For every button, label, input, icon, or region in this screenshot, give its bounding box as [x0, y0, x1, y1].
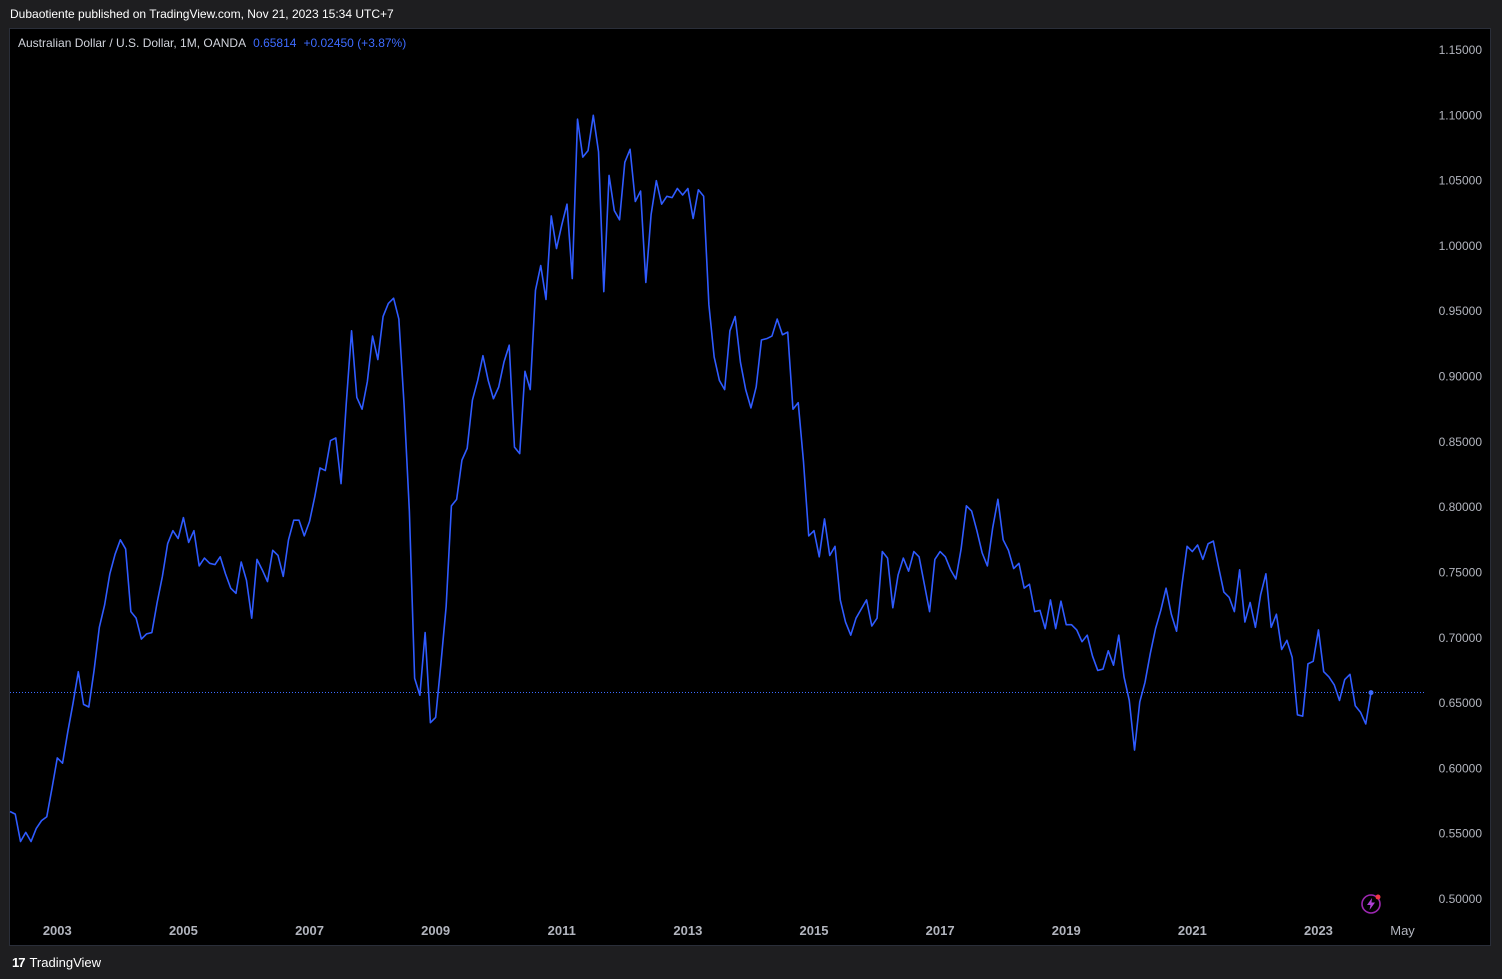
x-tick-label: 2005 — [169, 923, 198, 938]
y-tick-label: 0.90000 — [1439, 370, 1483, 384]
symbol-title[interactable]: Australian Dollar / U.S. Dollar, 1M, OAN… — [18, 36, 247, 50]
series-line — [9, 114, 1372, 843]
x-tick-label: May — [1390, 923, 1415, 938]
brand-name: TradingView — [29, 955, 102, 970]
y-tick-label: 0.70000 — [1439, 631, 1483, 645]
y-tick-label: 1.10000 — [1439, 108, 1483, 122]
price-change: +0.02450 (+3.87%) — [303, 36, 407, 50]
price-axis: 1.15000 1.10000 1.05000 1.00000 0.95000 0.900… — [1439, 43, 1483, 906]
y-tick-label: 0.75000 — [1439, 565, 1483, 579]
y-tick-label: 0.55000 — [1439, 827, 1483, 841]
series-layer — [9, 114, 1374, 843]
x-tick-label: 2009 — [421, 923, 450, 938]
y-tick-label: 0.65000 — [1439, 696, 1483, 710]
y-tick-label: 0.80000 — [1439, 500, 1483, 514]
published-info: Dubaotiente published on TradingView.com… — [10, 7, 394, 21]
x-tick-label: 2023 — [1304, 923, 1333, 938]
top-bar: Dubaotiente published on TradingView.com… — [0, 0, 1502, 28]
x-tick-label: 2017 — [926, 923, 955, 938]
last-point — [1368, 690, 1374, 696]
last-price: 0.65814 — [253, 36, 297, 50]
x-tick-label: 2021 — [1178, 923, 1207, 938]
x-tick-label: 2011 — [548, 923, 576, 938]
tradingview-brand[interactable]: 17 TradingView — [12, 955, 101, 970]
footer: 17 TradingView — [0, 946, 1502, 979]
x-tick-label: 2013 — [673, 923, 702, 938]
y-tick-label: 0.50000 — [1439, 892, 1483, 906]
snapshot-lightning-icon[interactable] — [1361, 894, 1381, 914]
time-axis: 2003 2005 2007 2009 2011 2013 2015 2017 2019 2021… — [43, 923, 1415, 938]
symbol-legend: Australian Dollar / U.S. Dollar, 1M, OAN… — [18, 36, 406, 50]
x-tick-label: 2019 — [1052, 923, 1081, 938]
y-tick-label: 1.05000 — [1439, 174, 1483, 188]
y-tick-label: 0.95000 — [1439, 304, 1483, 318]
y-tick-label: 1.00000 — [1439, 239, 1483, 253]
x-tick-label: 2015 — [800, 923, 829, 938]
y-tick-label: 0.60000 — [1439, 761, 1483, 775]
chart-frame[interactable] — [9, 28, 1491, 946]
x-tick-label: 2003 — [43, 923, 72, 938]
y-tick-label: 0.85000 — [1439, 435, 1483, 449]
y-tick-label: 1.15000 — [1439, 43, 1483, 57]
tradingview-logo-icon: 17 — [12, 955, 26, 970]
x-tick-label: 2007 — [295, 923, 324, 938]
